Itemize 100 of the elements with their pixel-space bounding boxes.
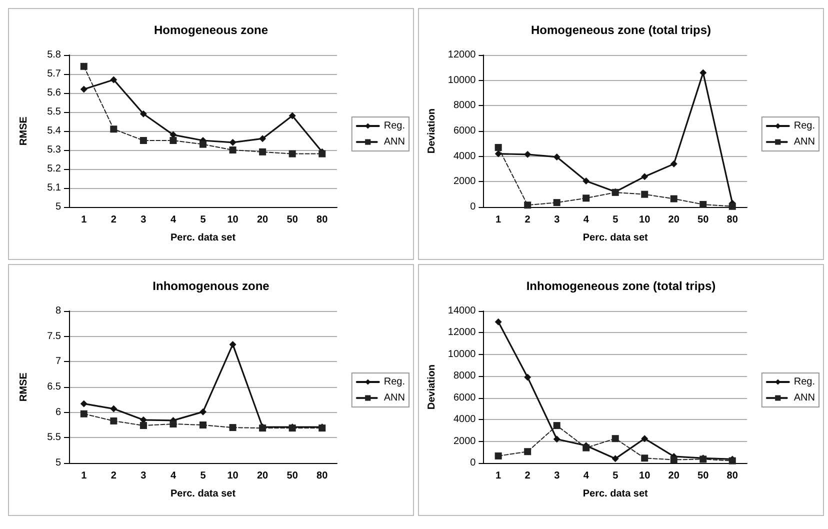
point xyxy=(170,420,177,428)
chart-title: Homogeneous zone (total trips) xyxy=(531,23,712,37)
x-tick-label: 50 xyxy=(286,214,298,226)
x-tick-label: 80 xyxy=(726,214,738,226)
point xyxy=(582,178,590,185)
x-tick-label: 3 xyxy=(140,214,147,226)
point xyxy=(553,199,560,206)
point xyxy=(641,190,648,198)
point xyxy=(140,422,147,430)
point xyxy=(80,62,88,70)
point xyxy=(641,435,648,442)
y-tick-label: 5.2 xyxy=(47,164,62,174)
y-tick-label: 5.5 xyxy=(47,106,62,118)
point xyxy=(728,202,736,210)
x-axis-title: Perc. data set xyxy=(582,232,649,244)
x-tick-label: 10 xyxy=(227,470,239,482)
x-axis-title: Perc. data set xyxy=(170,488,236,500)
y-tick-label: 5.6 xyxy=(47,88,62,98)
point xyxy=(140,137,147,144)
y-tick-label: 12000 xyxy=(448,327,476,338)
x-tick-label: 80 xyxy=(316,470,328,482)
point xyxy=(670,160,678,168)
x-tick-label: 5 xyxy=(200,214,206,226)
point xyxy=(612,455,619,462)
y-tick-label: 6000 xyxy=(453,126,476,136)
x-tick-label: 5 xyxy=(612,470,619,482)
y-axis-title: RMSE xyxy=(18,372,30,402)
x-tick-label: 2 xyxy=(110,470,117,482)
point xyxy=(553,422,560,430)
y-tick-label: 5.5 xyxy=(47,432,62,444)
y-tick-label: 12000 xyxy=(448,50,476,60)
x-tick-label: 80 xyxy=(726,470,738,482)
point xyxy=(641,173,648,180)
y-tick-label: 7.5 xyxy=(47,330,62,342)
point xyxy=(670,195,678,202)
point xyxy=(200,408,206,416)
point xyxy=(700,69,707,76)
y-tick-label: 8000 xyxy=(453,100,476,112)
y-tick-label: 8000 xyxy=(453,370,476,382)
point xyxy=(170,137,177,144)
x-tick-label: 4 xyxy=(583,470,590,482)
x-tick-label: 20 xyxy=(256,214,269,226)
y-tick-label: 4000 xyxy=(453,150,476,162)
y-tick-label: 5.8 xyxy=(47,50,62,60)
point xyxy=(80,400,88,408)
x-axis-title: Perc. data set xyxy=(170,232,236,244)
x-tick-label: 1 xyxy=(81,214,88,226)
y-tick-label: 5.1 xyxy=(47,182,62,194)
point xyxy=(110,417,118,424)
x-tick-label: 3 xyxy=(554,214,560,226)
point xyxy=(200,422,206,428)
chart-title: Inhomogeneous zone (total trips) xyxy=(526,279,716,293)
x-tick-label: 50 xyxy=(286,470,298,482)
x-tick-label: 5 xyxy=(200,470,206,482)
x-tick-label: 2 xyxy=(524,214,531,226)
point xyxy=(670,456,678,464)
y-tick-label: 0 xyxy=(470,458,476,468)
x-tick-label: 2 xyxy=(110,214,117,226)
x-tick-label: 4 xyxy=(170,214,176,226)
y-tick-label: 6.5 xyxy=(47,382,62,392)
point xyxy=(524,448,532,456)
x-tick-label: 1 xyxy=(81,470,88,482)
point xyxy=(494,452,502,460)
y-tick-label: 4000 xyxy=(453,414,476,426)
point xyxy=(700,200,707,208)
legend-label: ANN xyxy=(794,392,815,404)
y-tick-label: 7 xyxy=(55,356,62,368)
y-tick-label: 10000 xyxy=(448,348,476,360)
point xyxy=(524,202,532,209)
x-tick-label: 20 xyxy=(668,214,680,226)
legend-label: Reg. xyxy=(794,120,815,132)
x-tick-label: 1 xyxy=(496,470,502,482)
y-tick-label: 5.3 xyxy=(47,144,62,156)
x-tick-label: 10 xyxy=(227,214,239,226)
point xyxy=(200,140,206,148)
y-tick-label: 5.4 xyxy=(47,126,62,136)
point xyxy=(582,194,590,202)
point xyxy=(288,150,296,158)
y-axis-title: Deviation xyxy=(426,364,438,410)
point xyxy=(229,424,236,432)
y-tick-label: 0 xyxy=(470,202,476,212)
point xyxy=(553,436,560,443)
x-tick-label: 20 xyxy=(256,470,269,482)
legend-label: ANN xyxy=(384,136,405,148)
point xyxy=(259,148,266,156)
point xyxy=(524,374,532,381)
x-tick-label: 4 xyxy=(583,214,590,226)
point xyxy=(110,126,118,133)
point xyxy=(229,138,236,146)
x-tick-label: 50 xyxy=(698,214,710,226)
legend-label: Reg. xyxy=(794,376,815,388)
point xyxy=(259,135,266,142)
y-tick-label: 14000 xyxy=(448,306,476,316)
x-axis-title: Perc. data set xyxy=(582,488,649,500)
y-tick-label: 2000 xyxy=(453,176,476,188)
y-tick-label: 10000 xyxy=(448,74,476,86)
x-tick-label: 5 xyxy=(612,214,619,226)
x-tick-label: 4 xyxy=(170,470,176,482)
point xyxy=(288,112,296,120)
y-tick-label: 8 xyxy=(55,306,62,316)
